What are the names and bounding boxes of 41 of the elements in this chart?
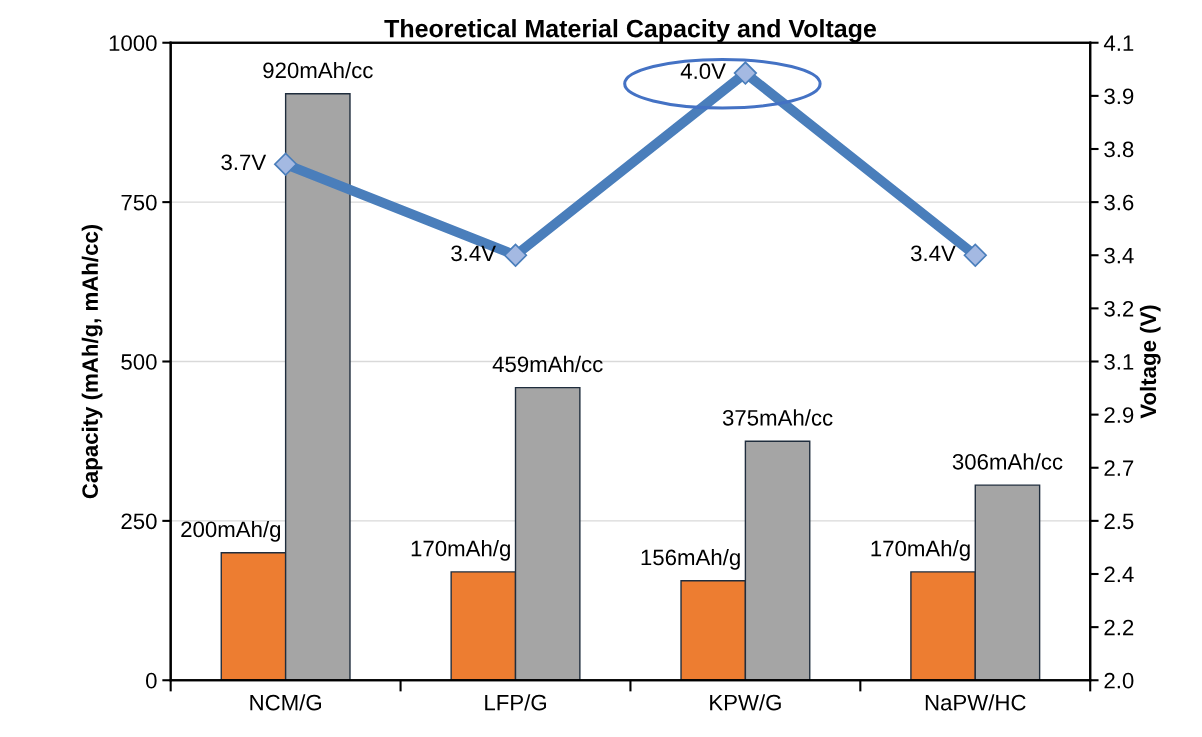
data-label: 170mAh/g [871, 540, 970, 561]
y2-tick-label: 4.1 [1103, 35, 1134, 51]
y2-tick-label: 2.0 [1104, 672, 1134, 689]
y2-tick-label: 2.4 [1104, 566, 1134, 583]
data-label: 920mAh/cc [263, 61, 373, 79]
y2-tick-label: 2.5 [1104, 513, 1134, 530]
data-label: 3.4V [910, 245, 956, 262]
x-tick-label: NaPW/HC [925, 694, 1026, 711]
y2-tick-label: 2.2 [1104, 619, 1134, 636]
y2-tick-label: 3.2 [1104, 300, 1134, 317]
y-tick-label: 250 [121, 513, 157, 530]
chart-title: Theoretical Material Capacity and Voltage [384, 19, 876, 43]
y2-tick-label: 3.9 [1104, 88, 1134, 105]
data-label: 4.0V [680, 63, 726, 80]
point [963, 243, 987, 267]
y2-tick-label: 3.1 [1104, 354, 1134, 370]
point [733, 61, 758, 85]
x-tick-label: NCM/G [250, 694, 321, 711]
y-axis-title: Capacity (mAh/g, mAh/cc) [81, 224, 103, 499]
data-label: 200mAh/g [181, 520, 281, 542]
y-tick-label: 1000 [109, 35, 157, 52]
y-tick-label: 750 [121, 194, 157, 211]
point [503, 243, 528, 267]
y2-tick-label: 3.8 [1104, 141, 1134, 158]
y2-tick-label: 3.4 [1104, 247, 1134, 264]
y-tick-label: 500 [121, 354, 157, 370]
data-label: 170mAh/g [411, 540, 510, 561]
x-tick-label: KPW/G [710, 694, 781, 711]
data-label: 156mAh/g [641, 548, 740, 570]
point [273, 152, 298, 176]
y2-axis-title: Voltage (V) [1139, 305, 1161, 419]
data-label: 306mAh/cc [952, 453, 1063, 470]
y-tick-label: 0 [146, 672, 157, 689]
data-label: 459mAh/cc [492, 355, 603, 373]
y2-tick-label: 2.9 [1104, 407, 1134, 423]
y2-tick-label: 2.7 [1104, 460, 1134, 476]
data-label: 3.4V [451, 245, 496, 262]
data-label: 3.7V [221, 154, 267, 171]
x-tick-label: LFP/G [485, 694, 546, 711]
y2-tick-label: 3.6 [1104, 194, 1134, 211]
data-label: 375mAh/cc [722, 409, 833, 426]
